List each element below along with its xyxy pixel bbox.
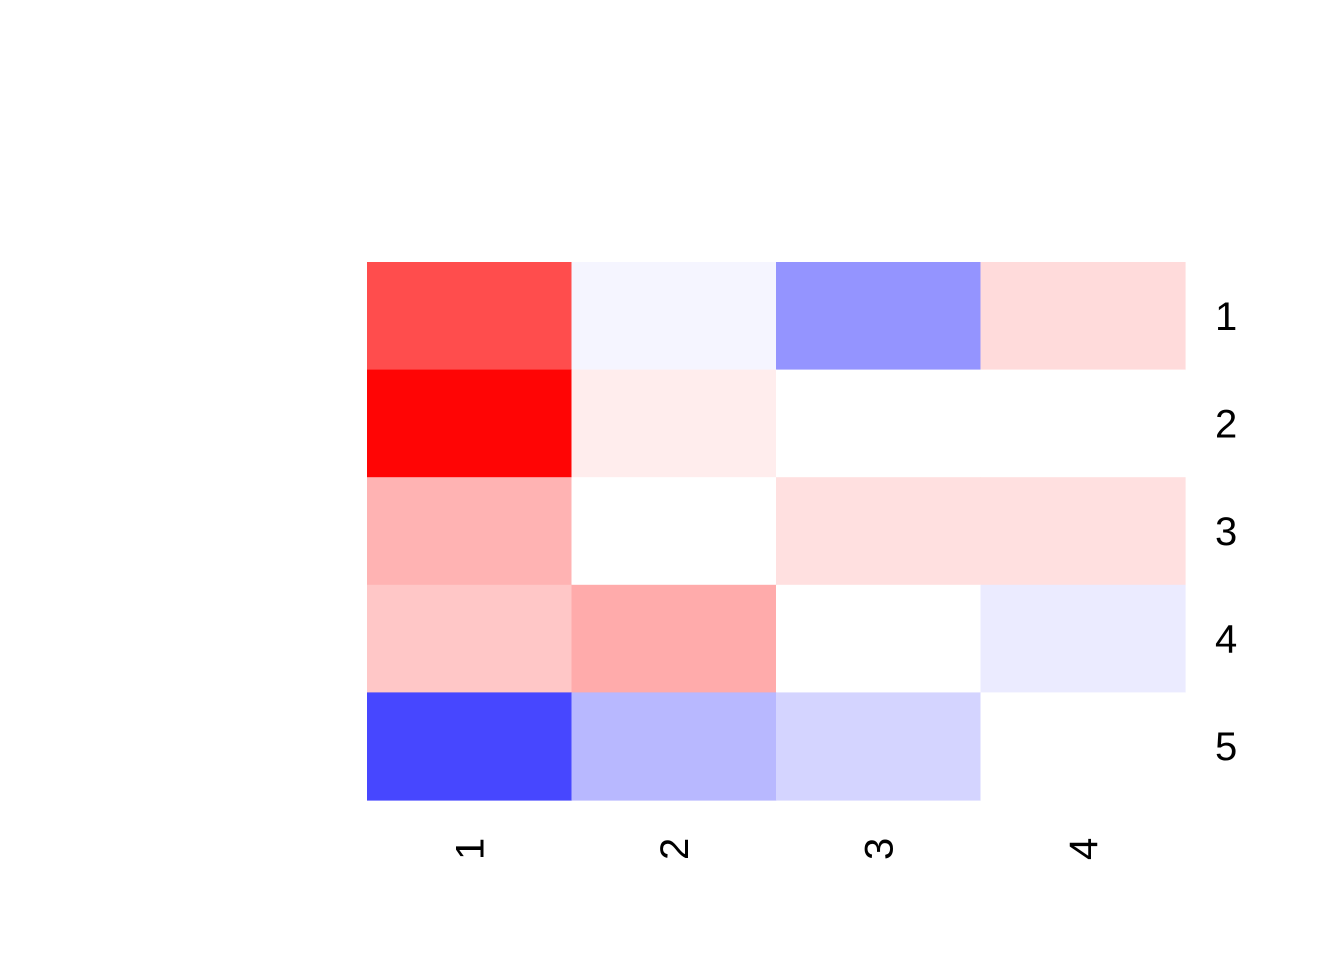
heatmap-cell-r2-c1: [367, 369, 573, 478]
row-tick-labels: 1 2 3 4 5: [1215, 295, 1237, 769]
row-tick-label: 5: [1215, 725, 1237, 769]
heatmap-cell-r5-c3: [776, 692, 982, 801]
heatmap-cell-r2-c2: [571, 369, 777, 478]
row-tick-label: 1: [1215, 295, 1237, 339]
heatmap-cell-r4-c4: [980, 584, 1186, 693]
heatmap-cell-r3-c1: [367, 477, 573, 586]
row-tick-label: 2: [1215, 402, 1237, 446]
row-tick-label: 4: [1215, 618, 1237, 662]
column-tick-label: 1: [448, 838, 492, 860]
heatmap-cell-r1-c4: [980, 262, 1186, 371]
heatmap-cell-r3-c4: [980, 477, 1186, 586]
row-tick-label: 3: [1215, 510, 1237, 554]
heatmap-cell-r5-c1: [367, 692, 573, 801]
heatmap-cell-r5-c4: [980, 692, 1186, 801]
heatmap-cell-r2-c3: [776, 369, 982, 478]
column-tick-labels: 1 2 3 4: [448, 838, 1106, 860]
column-tick-label: 2: [653, 838, 697, 860]
column-tick-label: 4: [1062, 838, 1106, 860]
heatmap-cell-r3-c2: [571, 477, 777, 586]
heatmap-cell-r3-c3: [776, 477, 982, 586]
heatmap-cell-r4-c2: [571, 584, 777, 693]
heatmap-cell-r1-c3: [776, 262, 982, 371]
heatmap-cell-r5-c2: [571, 692, 777, 801]
heatmap-cell-r1-c1: [367, 262, 573, 371]
heatmap-cell-r2-c4: [980, 369, 1186, 478]
heatmap-cell-r1-c2: [571, 262, 777, 371]
heatmap-cell-r4-c3: [776, 584, 982, 693]
heatmap-cells: [367, 262, 1186, 801]
column-tick-label: 3: [857, 838, 901, 860]
heatmap-cell-r4-c1: [367, 584, 573, 693]
